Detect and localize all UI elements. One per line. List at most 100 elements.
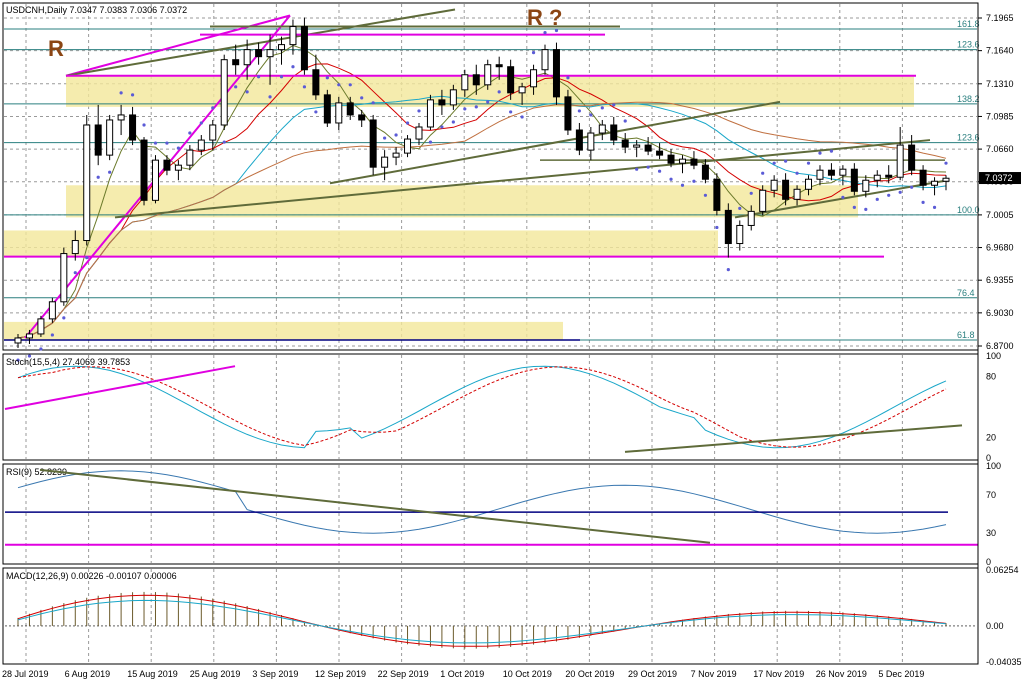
psar-dot xyxy=(16,358,20,362)
psar-dot xyxy=(73,271,77,275)
candle-body xyxy=(472,74,480,86)
candle-body xyxy=(266,49,274,58)
candle-body xyxy=(701,164,709,180)
main-panel-frame xyxy=(2,2,979,351)
candle-body xyxy=(83,124,91,242)
psar-dot xyxy=(623,119,627,123)
price-tick-label: 7.0660 xyxy=(986,144,1014,154)
psar-dot xyxy=(772,161,776,165)
psar-dot xyxy=(898,190,902,194)
candle-body xyxy=(942,177,950,182)
last-price-label: 7.0372 xyxy=(985,173,1013,183)
candle-body xyxy=(220,59,228,126)
candle-body xyxy=(495,64,503,68)
psar-dot xyxy=(887,193,891,197)
psar-dot xyxy=(440,125,444,129)
candle-body xyxy=(243,49,251,66)
psar-dot xyxy=(749,191,753,195)
candle-body xyxy=(793,188,801,200)
candle-body xyxy=(449,89,457,106)
fib-label: 123.6 xyxy=(957,133,980,143)
chart-title: USDCNH,Daily 7.0347 7.0383 7.0306 7.0372 xyxy=(6,5,187,15)
psar-dot xyxy=(600,106,604,110)
support-resistance-zones xyxy=(4,75,914,340)
macd-panel-frame xyxy=(2,567,979,665)
date-axis: 28 Jul 2019 6 Aug 2019 15 Aug 2019 25 Aug 2… xyxy=(2,669,924,679)
psar-dot xyxy=(566,76,570,80)
psar-dot xyxy=(875,197,879,201)
candle-body xyxy=(392,152,400,158)
psar-dot xyxy=(337,83,341,87)
psar-dot xyxy=(39,347,43,351)
macd-line xyxy=(17,599,947,644)
candle-body xyxy=(873,174,881,181)
psar-dot xyxy=(635,167,639,171)
fib-label: 123.6 xyxy=(957,40,980,50)
candle-body xyxy=(381,156,389,168)
indicator-tick-label: 100 xyxy=(986,351,1001,361)
candle-body xyxy=(839,168,847,176)
trend-line-upper xyxy=(65,8,456,77)
fib-label: 100.0 xyxy=(957,205,980,215)
psar-dot xyxy=(234,85,238,89)
candle-body xyxy=(174,164,182,171)
price-axes: 7.19657.16407.13107.09857.06607.03357.00… xyxy=(977,3,1021,664)
fib-label: 161.8 xyxy=(957,19,980,29)
psar-dot xyxy=(153,141,158,145)
candle-body xyxy=(60,253,68,303)
price-tick-label: 6.9355 xyxy=(986,275,1014,285)
psar-dot xyxy=(256,75,261,79)
candle-body xyxy=(312,69,320,96)
psar-dot xyxy=(142,123,146,127)
indicator-tick-label: 0.06254 xyxy=(986,565,1019,575)
date-tick-label: 3 Sep 2019 xyxy=(252,669,298,679)
candle-body xyxy=(404,138,412,154)
psar-dot xyxy=(428,140,433,144)
psar-dot xyxy=(199,121,203,125)
price-tick-label: 6.9680 xyxy=(986,243,1014,253)
psar-dot xyxy=(119,91,123,95)
psar-dot xyxy=(222,140,226,144)
candle-body xyxy=(931,180,939,186)
psar-dot xyxy=(451,120,455,124)
psar-dot xyxy=(715,225,719,230)
psar-dot xyxy=(302,85,307,89)
psar-dot xyxy=(864,207,868,211)
candle-body xyxy=(816,169,824,180)
date-tick-label: 15 Aug 2019 xyxy=(127,669,178,679)
date-tick-label: 20 Oct 2019 xyxy=(565,669,614,679)
candle-body xyxy=(278,44,286,51)
psar-dot xyxy=(463,107,467,111)
candle-body xyxy=(438,99,446,106)
candle-body xyxy=(575,129,583,151)
date-tick-label: 17 Nov 2019 xyxy=(753,669,804,679)
rsi-trend-line xyxy=(39,468,711,544)
psar-dot xyxy=(188,131,192,135)
price-tick-label: 7.0985 xyxy=(986,111,1014,121)
parabolic-sar-dots xyxy=(16,28,948,362)
price-tick-label: 7.1965 xyxy=(986,13,1014,23)
candle-body xyxy=(656,150,664,156)
candle-body xyxy=(759,189,767,212)
candle-body xyxy=(770,179,778,191)
psar-dot xyxy=(85,255,89,260)
psar-dot xyxy=(806,161,811,165)
candle-body xyxy=(323,94,331,124)
candle-body xyxy=(541,49,549,71)
candle-body xyxy=(335,102,343,124)
candle-body xyxy=(667,154,675,164)
candle-body xyxy=(518,86,526,94)
candle-body xyxy=(25,333,33,339)
candle-body xyxy=(690,158,698,166)
psar-dot xyxy=(829,149,834,153)
date-tick-label: 28 Jul 2019 xyxy=(2,669,49,679)
stoch-trend-magenta xyxy=(4,365,236,411)
indicator-tick-label: -0.04035 xyxy=(986,657,1022,667)
psar-dot xyxy=(268,95,272,99)
date-tick-label: 5 Dec 2019 xyxy=(878,669,924,679)
indicator-tick-label: 0 xyxy=(986,557,991,567)
psar-dot xyxy=(62,316,66,320)
psar-dot xyxy=(646,165,650,169)
candle-body xyxy=(289,26,297,46)
candle-body xyxy=(151,159,159,201)
